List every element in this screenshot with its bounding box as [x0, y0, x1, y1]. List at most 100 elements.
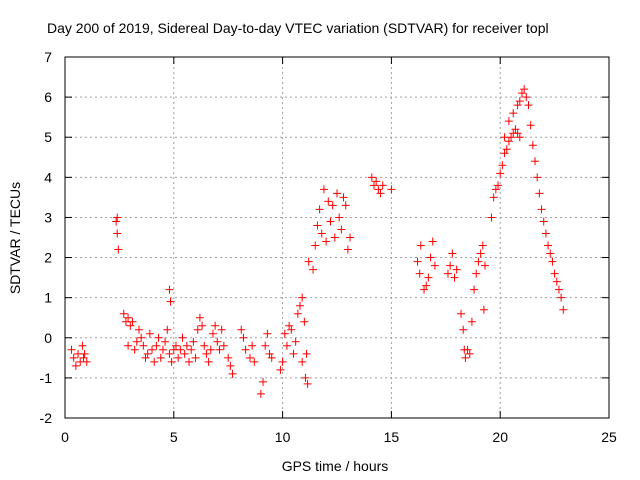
data-point [228, 369, 237, 378]
data-point [313, 221, 322, 230]
data-point [554, 285, 563, 294]
grid-lines [65, 57, 609, 418]
data-point [511, 125, 520, 134]
data-point [422, 281, 431, 290]
data-point [430, 261, 439, 270]
data-point [324, 197, 333, 206]
data-point [552, 277, 561, 286]
data-point [465, 349, 474, 358]
data-point [226, 361, 235, 370]
x-axis-label: GPS time / hours [282, 458, 389, 474]
data-point [472, 269, 481, 278]
y-tick-label: 4 [44, 169, 52, 185]
data-point [343, 245, 352, 254]
data-point [416, 241, 425, 250]
data-point [256, 389, 265, 398]
data-point [387, 185, 396, 194]
data-point [156, 353, 165, 362]
data-point [80, 349, 89, 358]
data-point [224, 353, 233, 362]
data-point [145, 329, 154, 338]
data-point [134, 325, 143, 334]
data-point [303, 379, 312, 388]
data-point [124, 341, 133, 350]
data-point [309, 265, 318, 274]
data-point [372, 177, 381, 186]
data-point [206, 345, 215, 354]
data-point [337, 225, 346, 234]
data-point [494, 181, 503, 190]
data-point [339, 193, 348, 202]
data-point [163, 325, 172, 334]
data-point [304, 257, 313, 266]
x-tick-label: 20 [492, 429, 508, 445]
data-point [319, 185, 328, 194]
data-point [322, 237, 331, 246]
data-point [491, 185, 500, 194]
data-point [446, 261, 455, 270]
data-point [200, 341, 209, 350]
y-tick-label: 0 [44, 330, 52, 346]
data-point [367, 173, 376, 182]
data-point [376, 189, 385, 198]
data-point [335, 213, 344, 222]
data-point [130, 345, 139, 354]
data-point [150, 357, 159, 366]
data-point [191, 353, 200, 362]
data-point [496, 169, 505, 178]
data-point [204, 357, 213, 366]
data-point [259, 377, 268, 386]
data-point [467, 317, 476, 326]
data-point [550, 269, 559, 278]
y-tick-label: 5 [44, 129, 52, 145]
data-point [480, 261, 489, 270]
data-point [132, 337, 141, 346]
data-point [282, 341, 291, 350]
data-point [369, 181, 378, 190]
data-point [515, 133, 524, 142]
data-point [165, 349, 174, 358]
data-point [528, 141, 537, 150]
data-point [113, 229, 122, 238]
data-point [509, 109, 518, 118]
data-point [328, 201, 337, 210]
data-point [474, 257, 483, 266]
data-point [217, 325, 226, 334]
data-point [500, 149, 509, 158]
data-point [459, 325, 468, 334]
data-point [517, 89, 526, 98]
data-point [478, 241, 487, 250]
data-point [293, 309, 302, 318]
data-point [124, 313, 133, 322]
data-point [463, 345, 472, 354]
data-point [498, 161, 507, 170]
data-point [69, 353, 78, 362]
data-point [141, 353, 150, 362]
data-point [176, 345, 185, 354]
y-tick-label: 6 [44, 89, 52, 105]
data-point [479, 305, 488, 314]
data-point [559, 305, 568, 314]
data-point [537, 205, 546, 214]
x-tick-label: 10 [275, 429, 291, 445]
data-point [515, 97, 524, 106]
plot-frame [64, 56, 610, 419]
data-point [315, 205, 324, 214]
data-point [300, 317, 309, 326]
data-point [119, 309, 128, 318]
data-point [128, 317, 137, 326]
data-point [461, 353, 470, 362]
data-point [71, 361, 80, 370]
data-point [317, 229, 326, 238]
y-tick-label: -2 [40, 410, 53, 426]
data-point [346, 233, 355, 242]
y-tick-label: 1 [44, 290, 52, 306]
data-point [185, 357, 194, 366]
data-point [79, 353, 88, 362]
data-point [178, 333, 187, 342]
data-point [330, 233, 339, 242]
data-point [289, 349, 298, 358]
data-point [415, 269, 424, 278]
data-point [544, 241, 553, 250]
